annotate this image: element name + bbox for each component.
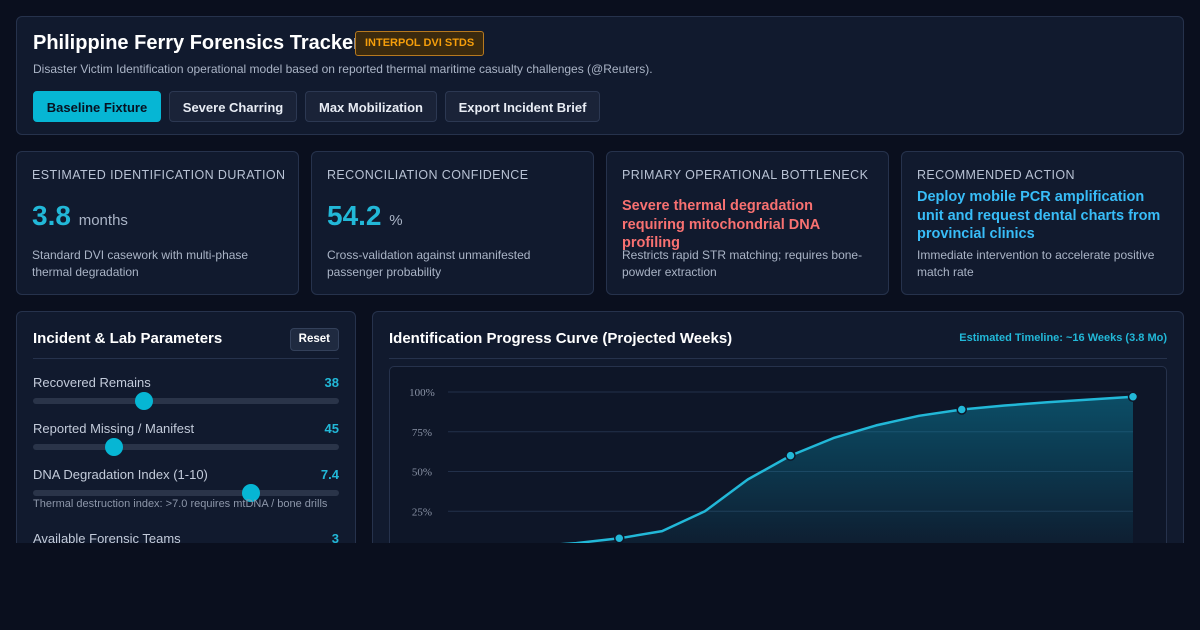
y-tick-label: 100% (409, 387, 435, 399)
kpi-note: Restricts rapid STR matching; requires b… (622, 248, 863, 279)
slider-thumb[interactable] (105, 438, 123, 456)
kpi-note: Standard DVI casework with multi-phase t… (32, 248, 249, 279)
scenario-button[interactable]: Max Mobilization (305, 91, 437, 122)
slider-label: Available Forensic Teams (33, 531, 181, 543)
y-tick-label: 25% (412, 506, 432, 518)
slider-track (33, 392, 339, 410)
kpi-card: ESTIMATED IDENTIFICATION DURATION 3.8 mo… (16, 151, 299, 295)
slider-value: 45 (324, 421, 339, 436)
slider-value: 38 (324, 375, 339, 390)
chart-title: Identification Progress Curve (Projected… (389, 330, 733, 347)
slider-row: Available Forensic Teams 3 (33, 531, 339, 543)
slider-row: Reported Missing / Manifest 45 (33, 421, 339, 461)
slider-thumb[interactable] (241, 484, 260, 502)
divider (33, 358, 339, 359)
kpi-value: 3.8 months (32, 200, 128, 232)
point-marker (1127, 391, 1139, 403)
kpi-headline: Deploy mobile PCR amplification unit and… (917, 189, 1161, 242)
kpi-number: 54.2 (327, 200, 382, 231)
slider-note: Thermal destruction index: >7.0 requires… (33, 498, 328, 510)
slider-thumb[interactable] (134, 392, 153, 410)
title: Philippine Ferry Forensics Tracker (33, 32, 361, 54)
slider-track (33, 438, 339, 456)
kpi-card: RECOMMENDED ACTION Deploy mobile PCR amp… (901, 151, 1184, 295)
slider-track (33, 484, 339, 502)
chart: 25% 50% 75% 100% (409, 387, 1139, 543)
chart-annotation: Estimated Timeline: ~16 Weeks (3.8 Mo) (959, 332, 1167, 344)
kpi-number: 3.8 (32, 200, 71, 231)
slider-label: Reported Missing / Manifest (33, 421, 195, 436)
kpi-note: Immediate intervention to accelerate pos… (917, 248, 1155, 279)
y-tick-label: 50% (412, 467, 432, 479)
kpi-label: RECOMMENDED ACTION (917, 168, 1075, 182)
point-marker (785, 450, 796, 461)
slider-value: 7.4 (320, 467, 339, 482)
panel-title: Incident & Lab Parameters (33, 330, 223, 347)
slider-label: Recovered Remains (33, 375, 151, 390)
kpi-label: PRIMARY OPERATIONAL BOTTLENECK (622, 168, 869, 182)
chart-box: 25% 50% 75% 100% (389, 366, 1167, 543)
dashboard: Philippine Ferry Forensics Tracker INTER… (16, 16, 1184, 543)
slider-value: 3 (331, 531, 339, 543)
scenario-button[interactable]: Severe Charring (169, 91, 297, 122)
slider-row: Recovered Remains 38 (33, 375, 339, 415)
parameters-panel: Incident & Lab Parameters Reset Recovere… (16, 311, 356, 543)
subtitle: Disaster Victim Identification operation… (33, 62, 653, 76)
kpi-value: 54.2 % (327, 200, 403, 232)
kpi-label: RECONCILIATION CONFIDENCE (327, 168, 529, 182)
progress-area (577, 396, 1133, 543)
kpi-unit: months (78, 212, 128, 229)
kpi-card: PRIMARY OPERATIONAL BOTTLENECK Severe th… (606, 151, 889, 295)
reset-button[interactable]: Reset (289, 328, 339, 351)
kpi-headline: Severe thermal degradation requiring mit… (622, 198, 820, 251)
kpi-unit: % (389, 212, 403, 229)
slider-row: DNA Degradation Index (1-10) 7.4 (33, 467, 339, 507)
export-button[interactable]: Export Incident Brief (445, 91, 600, 122)
divider (389, 358, 1167, 359)
kpi-note: Cross-validation against unmanifested pa… (327, 248, 531, 279)
kpi-card: RECONCILIATION CONFIDENCE 54.2 % Cross-v… (311, 151, 594, 295)
slider-label: DNA Degradation Index (1-10) (33, 467, 208, 482)
chart-panel: Identification Progress Curve (Projected… (372, 311, 1184, 543)
point-marker (614, 533, 625, 543)
point-marker (956, 404, 967, 415)
scenario-button[interactable]: Baseline Fixture (33, 91, 161, 122)
badge: INTERPOL DVI STDS (355, 31, 485, 56)
kpi-label: ESTIMATED IDENTIFICATION DURATION (32, 168, 286, 182)
y-tick-label: 75% (412, 427, 432, 439)
